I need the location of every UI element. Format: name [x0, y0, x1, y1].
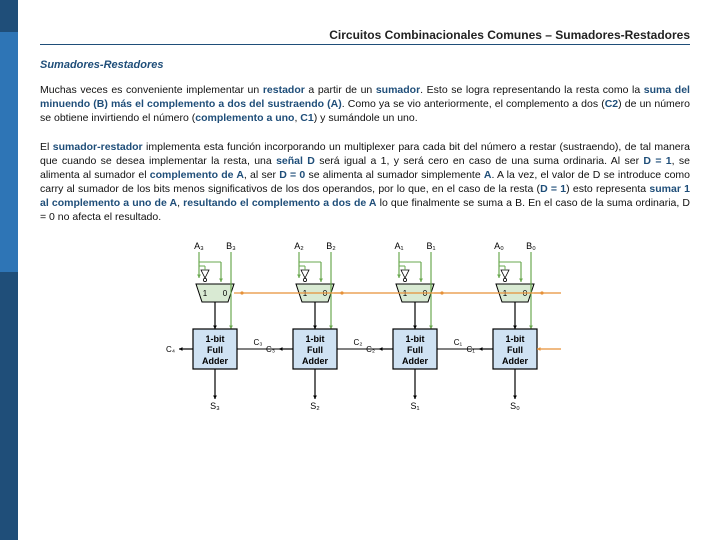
svg-text:A₁: A₁ [394, 241, 403, 251]
section-title: Sumadores-Restadores [40, 59, 690, 71]
svg-text:C₁: C₁ [454, 338, 463, 347]
svg-text:Adder: Adder [402, 356, 429, 366]
highlight: restador [263, 84, 305, 96]
svg-text:S₂: S₂ [310, 401, 320, 411]
svg-text:C₃: C₃ [253, 338, 262, 347]
highlight: D = 1 [540, 183, 566, 195]
svg-text:1-bit: 1-bit [306, 334, 325, 344]
svg-text:0: 0 [223, 289, 228, 298]
svg-text:C₂: C₂ [354, 338, 363, 347]
text: Muchas veces es conveniente implementar … [40, 84, 263, 96]
slide-left-bar-accent [0, 32, 18, 272]
highlight: C2 [605, 98, 618, 110]
svg-text:Full: Full [507, 345, 523, 355]
svg-text:Full: Full [307, 345, 323, 355]
text: , al ser [244, 169, 279, 181]
highlight: sumador-restador [53, 141, 143, 153]
svg-text:Adder: Adder [302, 356, 329, 366]
text: ) esto representa [566, 183, 649, 195]
svg-text:1-bit: 1-bit [206, 334, 225, 344]
text: se alimenta al sumador simplemente [305, 169, 484, 181]
svg-text:B₂: B₂ [326, 241, 336, 251]
svg-text:B₀: B₀ [526, 241, 536, 251]
text: El [40, 141, 53, 153]
text: . Como ya se vio anteriormente, el compl… [342, 98, 605, 110]
svg-text:C₄: C₄ [166, 345, 175, 354]
text: a partir de un [305, 84, 376, 96]
svg-text:1-bit: 1-bit [406, 334, 425, 344]
highlight: C1 [300, 112, 313, 124]
highlight: complemento de A [150, 169, 244, 181]
paragraph-1: Muchas veces es conveniente implementar … [40, 83, 690, 126]
highlight: señal D [276, 155, 315, 167]
svg-text:Full: Full [407, 345, 423, 355]
highlight: resultando el complemento a dos de A [183, 197, 376, 209]
paragraph-2: El sumador-restador implementa esta func… [40, 140, 690, 225]
text: . Esto se logra representando la resta c… [420, 84, 644, 96]
svg-text:1: 1 [203, 289, 208, 298]
svg-text:A₂: A₂ [294, 241, 304, 251]
svg-text:1-bit: 1-bit [506, 334, 525, 344]
svg-text:B₁: B₁ [426, 241, 435, 251]
svg-text:S₃: S₃ [210, 401, 220, 411]
slide-content: Circuitos Combinacionales Comunes – Suma… [40, 28, 690, 419]
svg-text:Adder: Adder [502, 356, 529, 366]
svg-text:Full: Full [207, 345, 223, 355]
svg-text:S₀: S₀ [510, 401, 520, 411]
svg-text:A₃: A₃ [194, 241, 204, 251]
adder-subtractor-diagram: A₃B₃101-bitFullAdderC₄S₃A₂B₂101-bitFullA… [165, 239, 565, 419]
svg-text:Adder: Adder [202, 356, 229, 366]
svg-text:A₀: A₀ [494, 241, 504, 251]
svg-text:B₃: B₃ [226, 241, 236, 251]
chapter-title: Circuitos Combinacionales Comunes – Suma… [40, 28, 690, 45]
highlight: D = 1 [643, 155, 671, 167]
highlight: sumador [376, 84, 420, 96]
highlight: complemento a uno [195, 112, 294, 124]
highlight: D = 0 [279, 169, 305, 181]
svg-text:S₁: S₁ [410, 401, 419, 411]
text: será igual a 1, y será cero en caso de u… [315, 155, 644, 167]
text: ) y sumándole un uno. [314, 112, 418, 124]
